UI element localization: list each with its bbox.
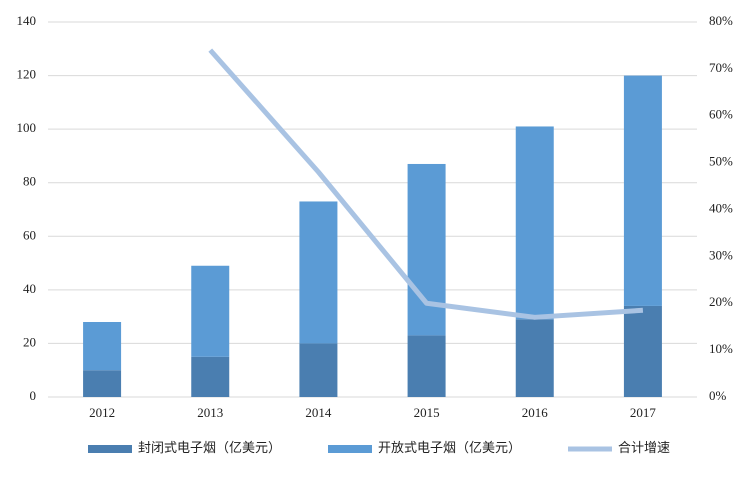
- legend-swatch: [88, 445, 132, 453]
- y-tick-label: 140: [17, 13, 37, 28]
- bar: [515, 126, 554, 320]
- y-tick-label: 120: [17, 67, 37, 82]
- y-tick-label: 100: [17, 120, 37, 135]
- bar: [83, 370, 122, 397]
- bar: [623, 305, 662, 397]
- x-tick-label: 2014: [305, 405, 332, 420]
- bar: [191, 265, 230, 357]
- bar: [83, 322, 122, 371]
- legend-label: 封闭式电子烟（亿美元）: [138, 440, 281, 455]
- y2-tick-label: 50%: [709, 154, 733, 169]
- legend-label: 合计增速: [618, 440, 670, 455]
- y2-tick-label: 10%: [709, 341, 733, 356]
- legend-label: 开放式电子烟（亿美元）: [378, 440, 521, 455]
- bar: [623, 75, 662, 306]
- bar: [299, 343, 338, 397]
- y2-tick-label: 20%: [709, 294, 733, 309]
- x-tick-label: 2016: [522, 405, 549, 420]
- y-tick-label: 40: [23, 281, 36, 296]
- x-tick-label: 2013: [197, 405, 223, 420]
- bar: [407, 335, 446, 397]
- bar: [407, 163, 446, 336]
- y2-tick-label: 80%: [709, 13, 733, 28]
- bar: [299, 201, 338, 344]
- bar: [191, 356, 230, 397]
- y2-tick-label: 40%: [709, 200, 733, 215]
- y2-tick-label: 70%: [709, 60, 733, 75]
- line: [208, 48, 644, 320]
- x-tick-label: 2017: [630, 405, 657, 420]
- y-tick-label: 20: [23, 334, 36, 349]
- x-tick-label: 2012: [89, 405, 115, 420]
- y2-tick-label: 60%: [709, 107, 733, 122]
- legend-swatch: [328, 445, 372, 453]
- y2-tick-label: 0%: [709, 388, 727, 403]
- bar: [515, 319, 554, 397]
- y-tick-label: 60: [23, 227, 36, 242]
- y2-tick-label: 30%: [709, 247, 733, 262]
- y-tick-label: 80: [23, 174, 36, 189]
- y-tick-label: 0: [30, 388, 37, 403]
- x-tick-label: 2015: [414, 405, 440, 420]
